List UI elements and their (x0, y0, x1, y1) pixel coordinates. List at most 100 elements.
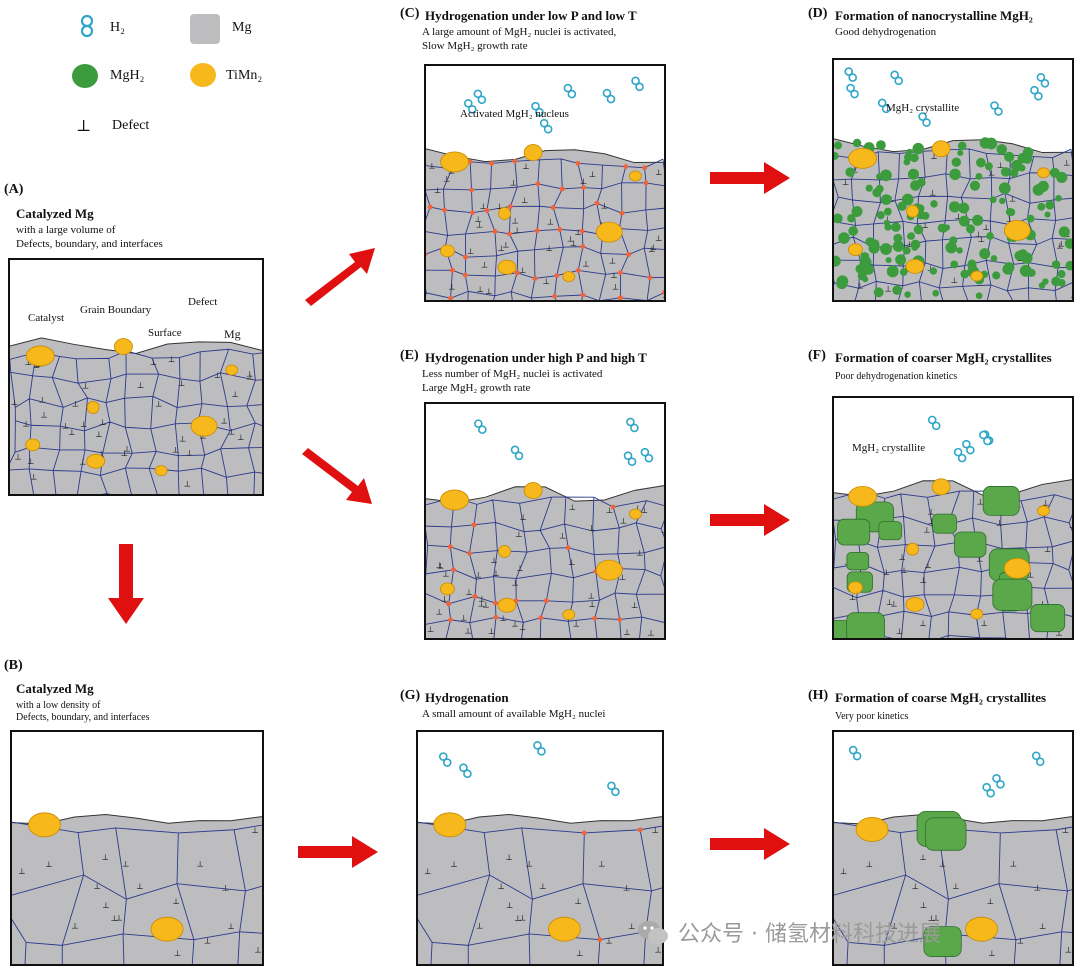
timn2-catalyst (440, 151, 469, 173)
defect-icon: ⊥ (231, 390, 239, 399)
panel-illustration: ⊥⊥⊥⊥⊥⊥⊥⊥⊥⊥⊥⊥⊥⊥⊥⊥⊥⊥⊥⊥⊥⊥⊥⊥⊥⊥⊥⊥⊥⊥⊥⊥⊥⊥⊥⊥⊥⊥⊥⊥ (10, 337, 262, 494)
defect-icon: ⊥ (511, 217, 519, 226)
timn2-catalyst (497, 259, 517, 275)
mgh2-crystallite (1018, 164, 1026, 172)
timn2-catalyst (497, 597, 517, 613)
defect-icon: ⊥ (1056, 241, 1064, 250)
h2-molecule-icon (531, 101, 544, 117)
defect-icon: ⊥ (510, 178, 518, 187)
mgh2-crystallite (937, 223, 947, 233)
mgh2-crystallite (975, 173, 983, 180)
mgh2-crystallite (982, 486, 1020, 516)
defect-icon: ⊥ (511, 579, 519, 588)
mgh2-nucleus (484, 207, 490, 213)
mgh2-nucleus (610, 504, 616, 510)
mgh2-nucleus (450, 267, 455, 273)
defect-icon: ⊥ (950, 276, 958, 285)
mgh2-crystallite (992, 578, 1033, 611)
defect-icon: ⊥ (898, 553, 906, 562)
defect-icon: ⊥ (442, 570, 450, 579)
defect-icon: ⊥ (600, 201, 608, 210)
defect-icon: ⊥ (930, 152, 938, 161)
legend-mg-label: Mg (232, 20, 252, 35)
mgh2-crystallite (891, 222, 901, 232)
mgh2-nucleus (514, 270, 520, 276)
defect-icon: ⊥ (1027, 571, 1035, 580)
defect-icon: ⊥ (1063, 159, 1071, 168)
legend: H₂ Mg MgH₂ TiMn₂ ⊥ Defect (0, 0, 300, 150)
defect-icon: ⊥ (1008, 194, 1016, 203)
defect-icon: ⊥ (1057, 239, 1065, 248)
mgh2-crystallite (860, 263, 872, 275)
mgh2-crystallite (912, 142, 924, 155)
mgh2-nucleus (581, 185, 586, 190)
defect-icon: ⊥ (183, 479, 191, 488)
mgh2-nucleus (534, 228, 540, 234)
timn2-catalyst (154, 465, 168, 477)
defect-icon: ⊥ (61, 421, 69, 430)
panel-h-title: Formation of coarse MgH₂ crystallites (835, 690, 1047, 705)
panel-d-title: Formation of nanocrystalline MgH₂ (835, 8, 1033, 23)
mgh2-nucleus (554, 273, 560, 279)
timn2-catalyst (970, 270, 984, 282)
panel-c-box: Activated MgH₂ nucleus ⊥ ⊥ ⊥ ⊥ ⊥ ⊥ ⊥ ⊥ ⊥ ⊥ ⊥ ⊥ ⊥ ⊥ ⊥ ⊥ ⊥… (424, 64, 666, 302)
mgh2-crystallite (901, 193, 914, 206)
defect-icon: ⊥ (598, 860, 606, 869)
defect-icon: ⊥ (137, 381, 145, 390)
defect-icon: ⊥ (474, 571, 482, 580)
timn2-catalyst (931, 140, 951, 158)
defect-icon: ⊥ (482, 601, 490, 610)
defect-icon: ⊥ (481, 261, 489, 270)
defect-icon: ⊥ (40, 410, 48, 419)
defect-icon: ⊥ (623, 628, 631, 637)
panel-f-title: Formation of coarser MgH₂ crystallites (835, 350, 1052, 365)
mgh2-nucleus (508, 204, 513, 209)
defect-icon: ⊥ (10, 398, 18, 407)
defect-icon: ⊥ (251, 826, 259, 835)
mgh2-crystallite (907, 168, 919, 180)
timn2-catalyst (86, 453, 106, 469)
mgh2-crystallite (851, 206, 863, 217)
defect-icon: ⊥ (172, 446, 180, 455)
defect-icon: ⊥ (986, 897, 994, 906)
defect-symbol-icon: ⊥ (76, 118, 92, 135)
defect-icon: ⊥ (79, 458, 87, 467)
mgh2-crystallite (975, 292, 983, 300)
mgh2-crystallite (1057, 270, 1066, 278)
timn2-catalyst (965, 916, 998, 942)
panel-f-sub1: Poor dehydrogenation kinetics (835, 371, 958, 382)
panel-a-grain-boundary-label: Grain Boundary (80, 304, 152, 316)
defect-icon: ⊥ (27, 457, 35, 466)
defect-icon: ⊥ (605, 937, 613, 946)
mgh2-crystallite (838, 232, 850, 244)
mgh2-crystallite (984, 162, 993, 171)
h2-molecule-icon (918, 112, 931, 127)
h2-molecule-icon (979, 430, 992, 446)
mgh2-crystallite (837, 518, 871, 546)
defect-icon: ⊥ (978, 235, 986, 244)
panel-e-sub2: Large MgH₂ growth rate (422, 382, 531, 394)
timn2-catalyst (906, 542, 919, 556)
mgh2-crystallite (1019, 264, 1032, 277)
mgh2-crystallite (976, 157, 986, 168)
mgh2-crystallite (885, 257, 892, 264)
defect-icon: ⊥ (589, 170, 597, 179)
defect-icon: ⊥ (896, 627, 904, 636)
mgh2-crystallite (862, 276, 869, 283)
mgh2-crystallite (846, 612, 885, 638)
defect-icon: ⊥ (1006, 215, 1014, 224)
defect-icon: ⊥ (220, 416, 228, 425)
arrow-g-to-h-icon (710, 828, 790, 860)
h2-molecule-icon (459, 763, 472, 778)
defect-icon: ⊥ (254, 945, 262, 954)
panel-f-id: (F) (808, 348, 826, 363)
defect-icon: ⊥ (464, 626, 472, 635)
defect-icon: ⊥ (1042, 498, 1050, 507)
legend-h2-label: H₂ (110, 20, 125, 35)
defect-icon: ⊥ (920, 901, 928, 910)
panel-h-id: (H) (808, 688, 829, 703)
mgh2-crystallite (1000, 167, 1011, 177)
defect-icon: ⊥ (547, 217, 555, 226)
mgh2-nucleus (597, 937, 603, 943)
mgh2-nucleus (647, 275, 653, 281)
